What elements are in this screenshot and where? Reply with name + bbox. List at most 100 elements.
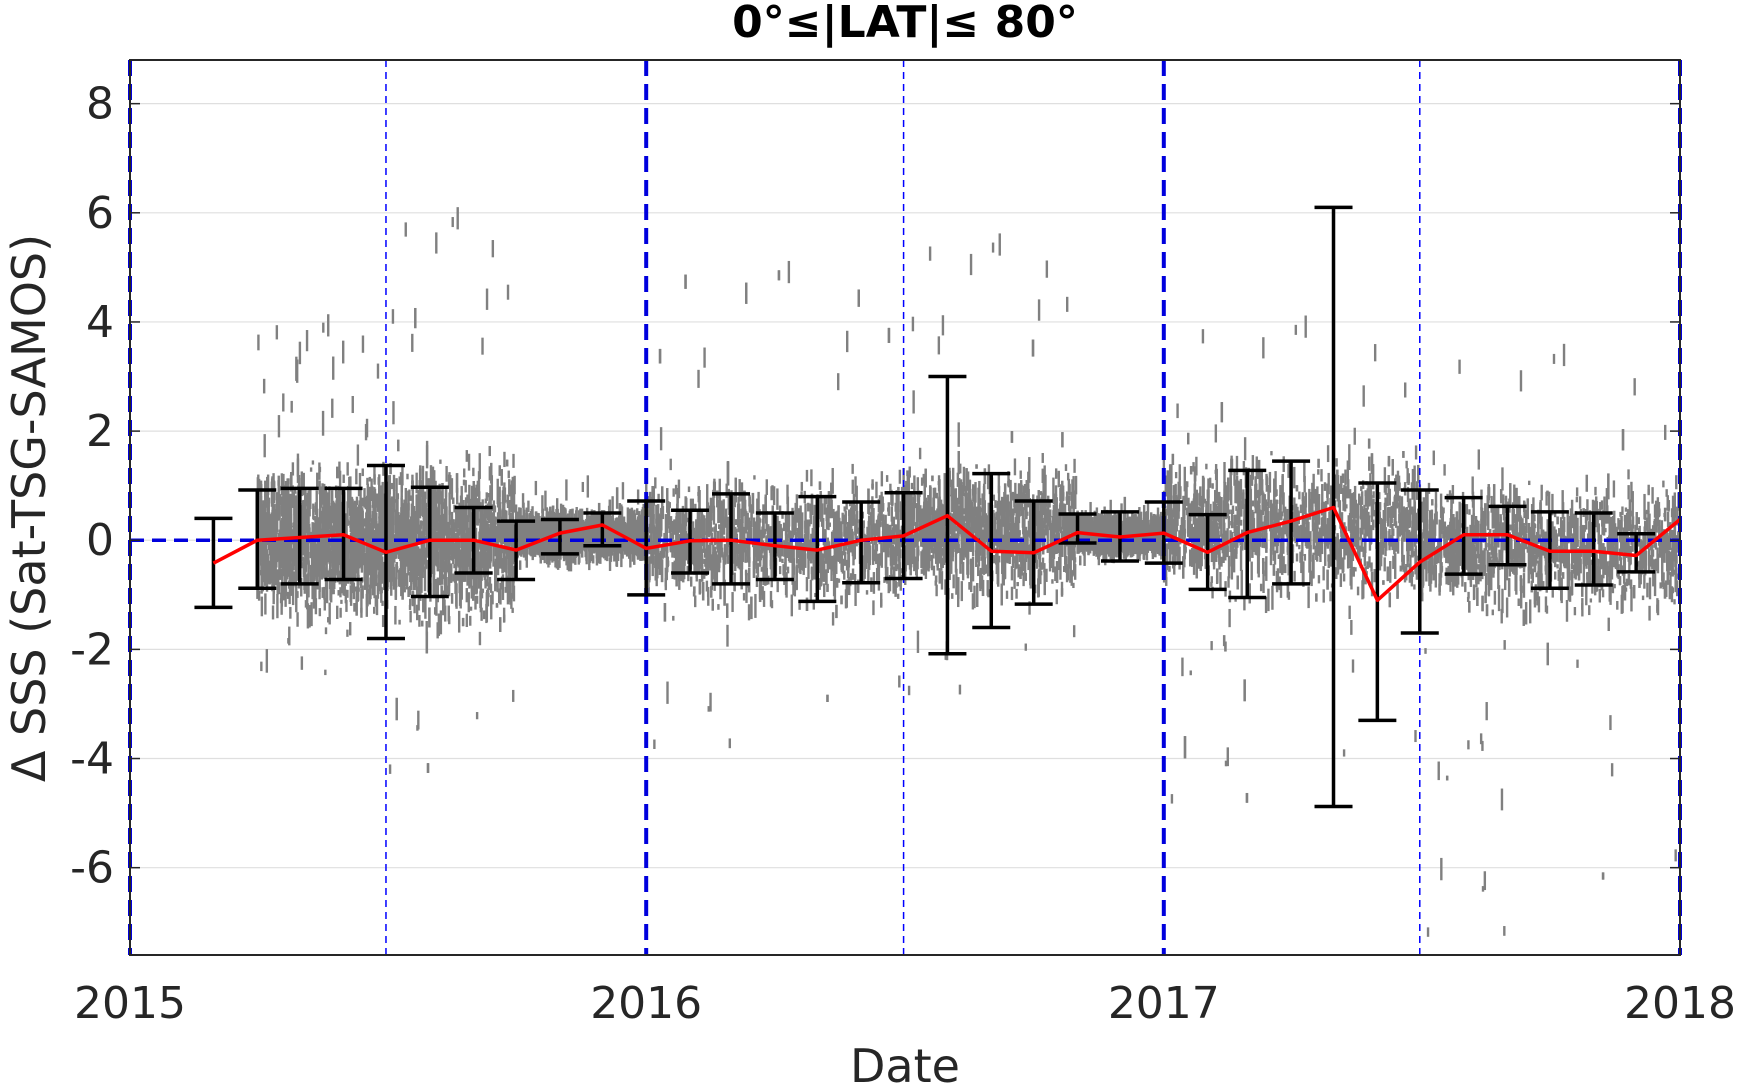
scatter-point [395, 519, 398, 535]
scatter-point [315, 548, 319, 561]
scatter-point [370, 540, 373, 562]
scatter-point [503, 517, 507, 538]
scatter-point [356, 571, 359, 583]
scatter-point [287, 516, 290, 536]
scatter-point [555, 553, 559, 569]
scatter-point [282, 393, 285, 412]
scatter-point [321, 410, 325, 436]
scatter-point [481, 526, 484, 534]
scatter-point [510, 592, 513, 609]
scatter-point [407, 586, 410, 597]
scatter-point [490, 475, 494, 501]
scatter-point [856, 527, 859, 534]
scatter-point [438, 568, 442, 586]
scatter-point [388, 764, 392, 774]
scatter-point [621, 482, 625, 500]
scatter-point [425, 631, 429, 654]
scatter-point [812, 599, 816, 610]
scatter-point [599, 554, 602, 564]
scatter-point [347, 520, 350, 525]
scatter-point [368, 523, 371, 535]
scatter-point [380, 525, 384, 541]
scatter-point [356, 549, 360, 569]
scatter-point [314, 598, 318, 615]
scatter-point [352, 535, 356, 550]
scatter-point [627, 520, 631, 525]
scatter-point [395, 697, 398, 721]
scatter-point [411, 528, 414, 552]
scatter-point [263, 546, 267, 556]
scatter-point [496, 578, 499, 593]
scatter-point [263, 434, 266, 458]
scatter-point [356, 444, 360, 466]
scatter-point [472, 467, 475, 477]
scatter-point [388, 558, 391, 583]
scatter-point [497, 506, 501, 520]
scatter-point [266, 560, 269, 584]
scatter-point [407, 503, 410, 527]
scatter-point [694, 503, 697, 510]
scatter-point [333, 519, 336, 537]
scatter-point [518, 560, 522, 570]
scatter-point [260, 596, 264, 617]
scatter-point [416, 515, 419, 535]
scatter-point [456, 207, 459, 230]
scatter-point [566, 539, 570, 546]
scatter-point [621, 545, 624, 559]
scatter-point [754, 521, 757, 535]
scatter-point [619, 544, 623, 554]
scatter-point [536, 512, 539, 519]
scatter-point [497, 544, 500, 562]
scatter-point [344, 565, 347, 584]
scatter-point [334, 485, 338, 498]
scatter-point [635, 527, 638, 540]
scatter-point [459, 495, 463, 512]
scatter-point [508, 525, 512, 534]
scatter-point [261, 549, 264, 573]
scatter-point [453, 563, 456, 569]
scatter-point [405, 574, 409, 590]
scatter-point [375, 598, 379, 616]
scatter-point [474, 527, 478, 539]
scatter-point [442, 513, 445, 518]
scatter-point [302, 472, 305, 496]
scatter-point [566, 553, 569, 570]
scatter-point [354, 544, 357, 557]
scatter-point [263, 553, 266, 572]
scatter-point [282, 544, 285, 568]
scatter-point [457, 529, 460, 536]
scatter-point [498, 486, 501, 498]
scatter-point [349, 590, 353, 606]
scatter-point [435, 579, 438, 596]
scatter-point [479, 576, 483, 596]
scatter-point [279, 543, 283, 562]
scatter-point [323, 561, 327, 566]
scatter-point [307, 562, 310, 577]
scatter-point [848, 502, 852, 507]
scatter-point [578, 512, 581, 518]
scatter-point [490, 512, 494, 519]
scatter-point [462, 479, 466, 486]
scatter-point [597, 543, 601, 564]
scatter-point [411, 570, 414, 578]
scatter-point [272, 578, 275, 605]
scatter-point [534, 528, 537, 545]
scatter-point [319, 542, 322, 559]
scatter-point [416, 725, 419, 731]
scatter-point [499, 617, 502, 633]
scatter-point [706, 484, 709, 505]
scatter-point [275, 325, 279, 340]
scatter-point [307, 492, 310, 509]
scatter-point [491, 591, 494, 605]
scatter-point [278, 561, 281, 573]
scatter-point [416, 513, 420, 521]
scatter-point [444, 486, 448, 510]
scatter-point [289, 606, 292, 619]
scatter-point [504, 535, 507, 549]
scatter-point [315, 490, 318, 514]
scatter-point [449, 539, 452, 549]
scatter-point [370, 478, 373, 501]
scatter-point [790, 594, 794, 617]
scatter-point [280, 499, 283, 506]
scatter-point [508, 485, 511, 497]
